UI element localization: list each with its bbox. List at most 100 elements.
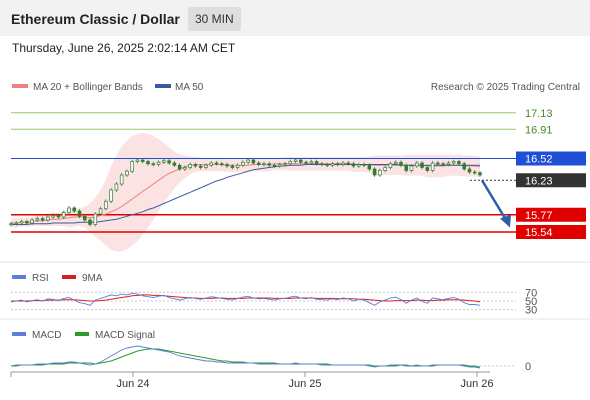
candle-body [9,223,13,226]
candle-body [462,163,466,170]
candle-body [14,222,19,225]
candle [109,188,113,204]
forecast-arrow-head [500,214,511,228]
candle [436,161,440,166]
candle [14,221,19,226]
current-level-tag [516,173,586,188]
time-axis-ticks: Jun 24 Jun 25 Jun 26 [10,372,494,390]
candle [114,182,119,192]
candle [399,160,403,168]
candle-body [404,164,409,171]
candle [156,160,161,167]
candle-body [393,161,398,165]
candle [9,221,13,227]
candle [314,159,319,166]
header-bar [0,0,590,36]
candle-body [220,163,224,166]
timeframe-badge[interactable]: 30 MIN [188,7,241,31]
candle [293,158,298,164]
time-tick-label: Jun 25 [288,378,321,390]
candle [341,161,345,167]
macd-signal-legend-label: MACD Signal [95,330,155,341]
support-level-label: 15.54 [525,227,553,239]
candle [119,173,124,186]
candle [19,219,24,225]
rsi-tick-label: 30 [525,305,537,317]
candle [162,158,166,165]
rsi-legend-label: RSI [32,273,49,284]
candle [383,165,387,173]
candle [277,162,282,168]
candle [404,163,409,173]
candle [167,158,171,165]
candle-body [114,183,119,191]
candle [262,161,266,167]
rsi-ma-legend-swatch [62,275,76,279]
candle-body [251,159,256,164]
macd-legend-label: MACD [32,330,61,341]
candle-body [241,161,245,166]
candle-body [325,164,329,166]
candle [325,162,329,168]
candle-body [151,163,156,166]
candle-body [293,159,298,162]
candle [362,162,366,168]
candle-body [320,163,324,166]
candle-body [420,162,424,168]
candle [82,214,87,222]
candle [288,159,293,166]
pivot-level-label: 16.52 [525,154,553,166]
candle-body [314,161,319,165]
candle-body [35,218,40,221]
candle-body [193,164,198,167]
candle [67,206,71,215]
candle-body [299,159,303,163]
candle [61,210,66,219]
candle [98,206,103,216]
candle-body [341,162,345,165]
ma50-legend-label: MA 50 [175,82,204,93]
candle [351,161,356,168]
candle [177,163,182,171]
pivot-level-tag [516,151,586,166]
candle [46,215,50,222]
macd-signal-legend-swatch [75,332,89,336]
candle-body [235,164,240,168]
candle-body [56,215,61,218]
candle-body [436,162,440,165]
candle [335,161,340,167]
candle [246,158,250,165]
candle-body [183,167,187,170]
candle-body [425,167,430,171]
candle-body [262,163,266,166]
candle [151,161,156,167]
candle-body [288,161,293,165]
macd-line [10,345,481,369]
candle-body [441,163,445,166]
candle [251,158,256,165]
page-title: Ethereum Classic / Dollar [11,11,180,27]
candle [125,169,129,177]
time-tick-label: Jun 24 [116,378,149,390]
candle [140,158,145,164]
candle-body [204,164,208,168]
macd-signal-line [11,348,481,368]
candle-body [346,162,351,165]
candle-body [230,165,235,168]
candle [172,161,177,168]
candle [451,159,456,165]
candle [225,162,229,168]
candle-body [277,164,282,167]
candle-body [198,165,203,168]
rsi-legend-swatch [12,275,26,279]
support-level-label: 15.77 [525,210,553,222]
candle-body [135,159,140,162]
candle [388,161,393,170]
candle-body [351,163,356,167]
support-level-tag [516,207,586,222]
candle [72,206,77,213]
candle [193,162,198,168]
candle-body [267,163,271,166]
candle [56,213,61,219]
